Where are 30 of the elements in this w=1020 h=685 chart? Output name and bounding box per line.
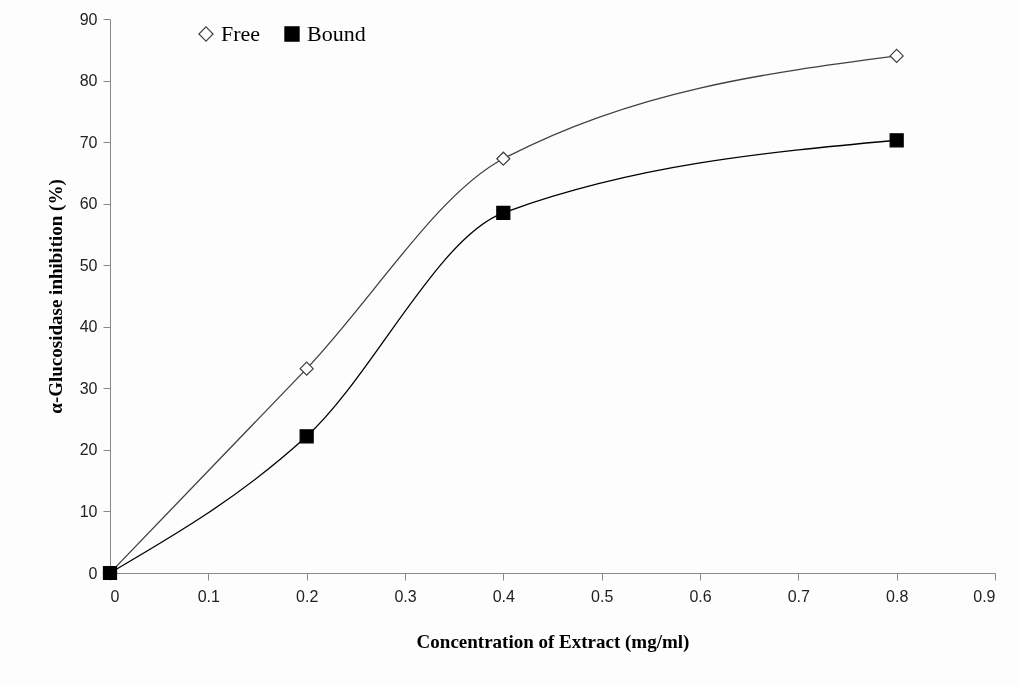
y-tick-label: 70	[79, 133, 98, 151]
x-tick-label: 0.3	[394, 587, 417, 605]
point	[889, 48, 904, 64]
x-tick-label: 0.1	[197, 587, 221, 605]
x-tick-label: 0.6	[689, 587, 712, 605]
x-tick-label: 0.5	[591, 587, 614, 605]
y-tick-label: 20	[79, 441, 98, 459]
x-axis-title: Concentration of Extract (mg/ml)	[416, 630, 690, 653]
legend-label: Bound	[307, 21, 366, 46]
point	[299, 429, 314, 444]
x-tick-label: 0	[110, 587, 120, 605]
y-tick-label: 60	[79, 195, 98, 213]
x-tick-label: 0.2	[296, 587, 319, 605]
point	[299, 361, 314, 376]
y-tick-label: 40	[79, 318, 98, 336]
x-tick-label: 0.9	[973, 587, 996, 605]
point	[889, 133, 904, 148]
x-tick-label: 0.4	[492, 587, 516, 605]
point	[496, 151, 511, 166]
legend-label: Free	[221, 21, 261, 46]
point	[496, 205, 511, 221]
y-tick-label: 90	[79, 10, 98, 28]
x-tick-label: 0.8	[886, 587, 909, 605]
y-tick-label: 80	[79, 72, 98, 90]
x-tick-label: 0.7	[787, 587, 811, 605]
y-axis-title: α-Glucosidase inhibition (%)	[44, 179, 67, 414]
y-tick-label: 10	[79, 502, 98, 520]
y-tick-label: 50	[79, 256, 98, 274]
y-tick-label: 0	[88, 564, 98, 582]
y-tick-label: 30	[79, 379, 98, 397]
